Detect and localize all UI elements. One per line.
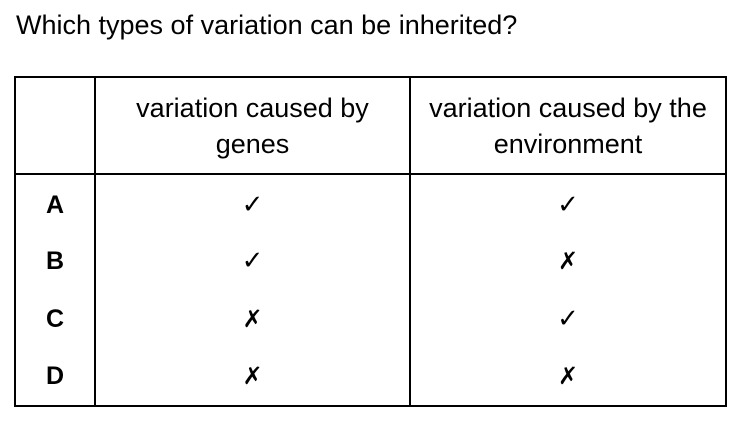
header-environment: variation caused by the environment: [409, 76, 727, 175]
question-text: Which types of variation can be inherite…: [16, 10, 518, 40]
tick-icon: ✓: [557, 190, 579, 220]
genes-cell: ✗: [94, 348, 411, 407]
cross-icon: ✗: [557, 246, 579, 275]
table-row: A ✓ ✓: [14, 174, 727, 232]
header-empty-cell: [14, 76, 96, 175]
genes-cell: ✓: [94, 232, 411, 290]
tick-icon: ✓: [241, 190, 264, 220]
table-header-row: variation caused by genes variation caus…: [14, 76, 727, 175]
option-letter: A: [14, 174, 96, 232]
table-row: D ✗ ✗: [14, 348, 727, 407]
genes-cell: ✗: [94, 290, 411, 348]
option-letter: D: [14, 348, 96, 407]
environment-cell: ✓: [409, 290, 727, 348]
table-row: C ✗ ✓: [14, 290, 727, 348]
header-genes: variation caused by genes: [94, 76, 411, 175]
tick-icon: ✓: [557, 303, 579, 334]
tick-icon: ✓: [241, 245, 264, 276]
environment-cell: ✗: [409, 348, 727, 407]
cross-icon: ✗: [557, 362, 579, 390]
environment-cell: ✗: [409, 232, 727, 290]
genes-cell: ✓: [94, 174, 411, 232]
option-letter: B: [14, 232, 96, 290]
environment-cell: ✓: [409, 174, 727, 232]
answer-options-table: variation caused by genes variation caus…: [14, 76, 727, 407]
cross-icon: ✗: [242, 304, 263, 333]
option-letter: C: [14, 290, 96, 348]
cross-icon: ✗: [242, 362, 263, 390]
table-row: B ✓ ✗: [14, 232, 727, 290]
